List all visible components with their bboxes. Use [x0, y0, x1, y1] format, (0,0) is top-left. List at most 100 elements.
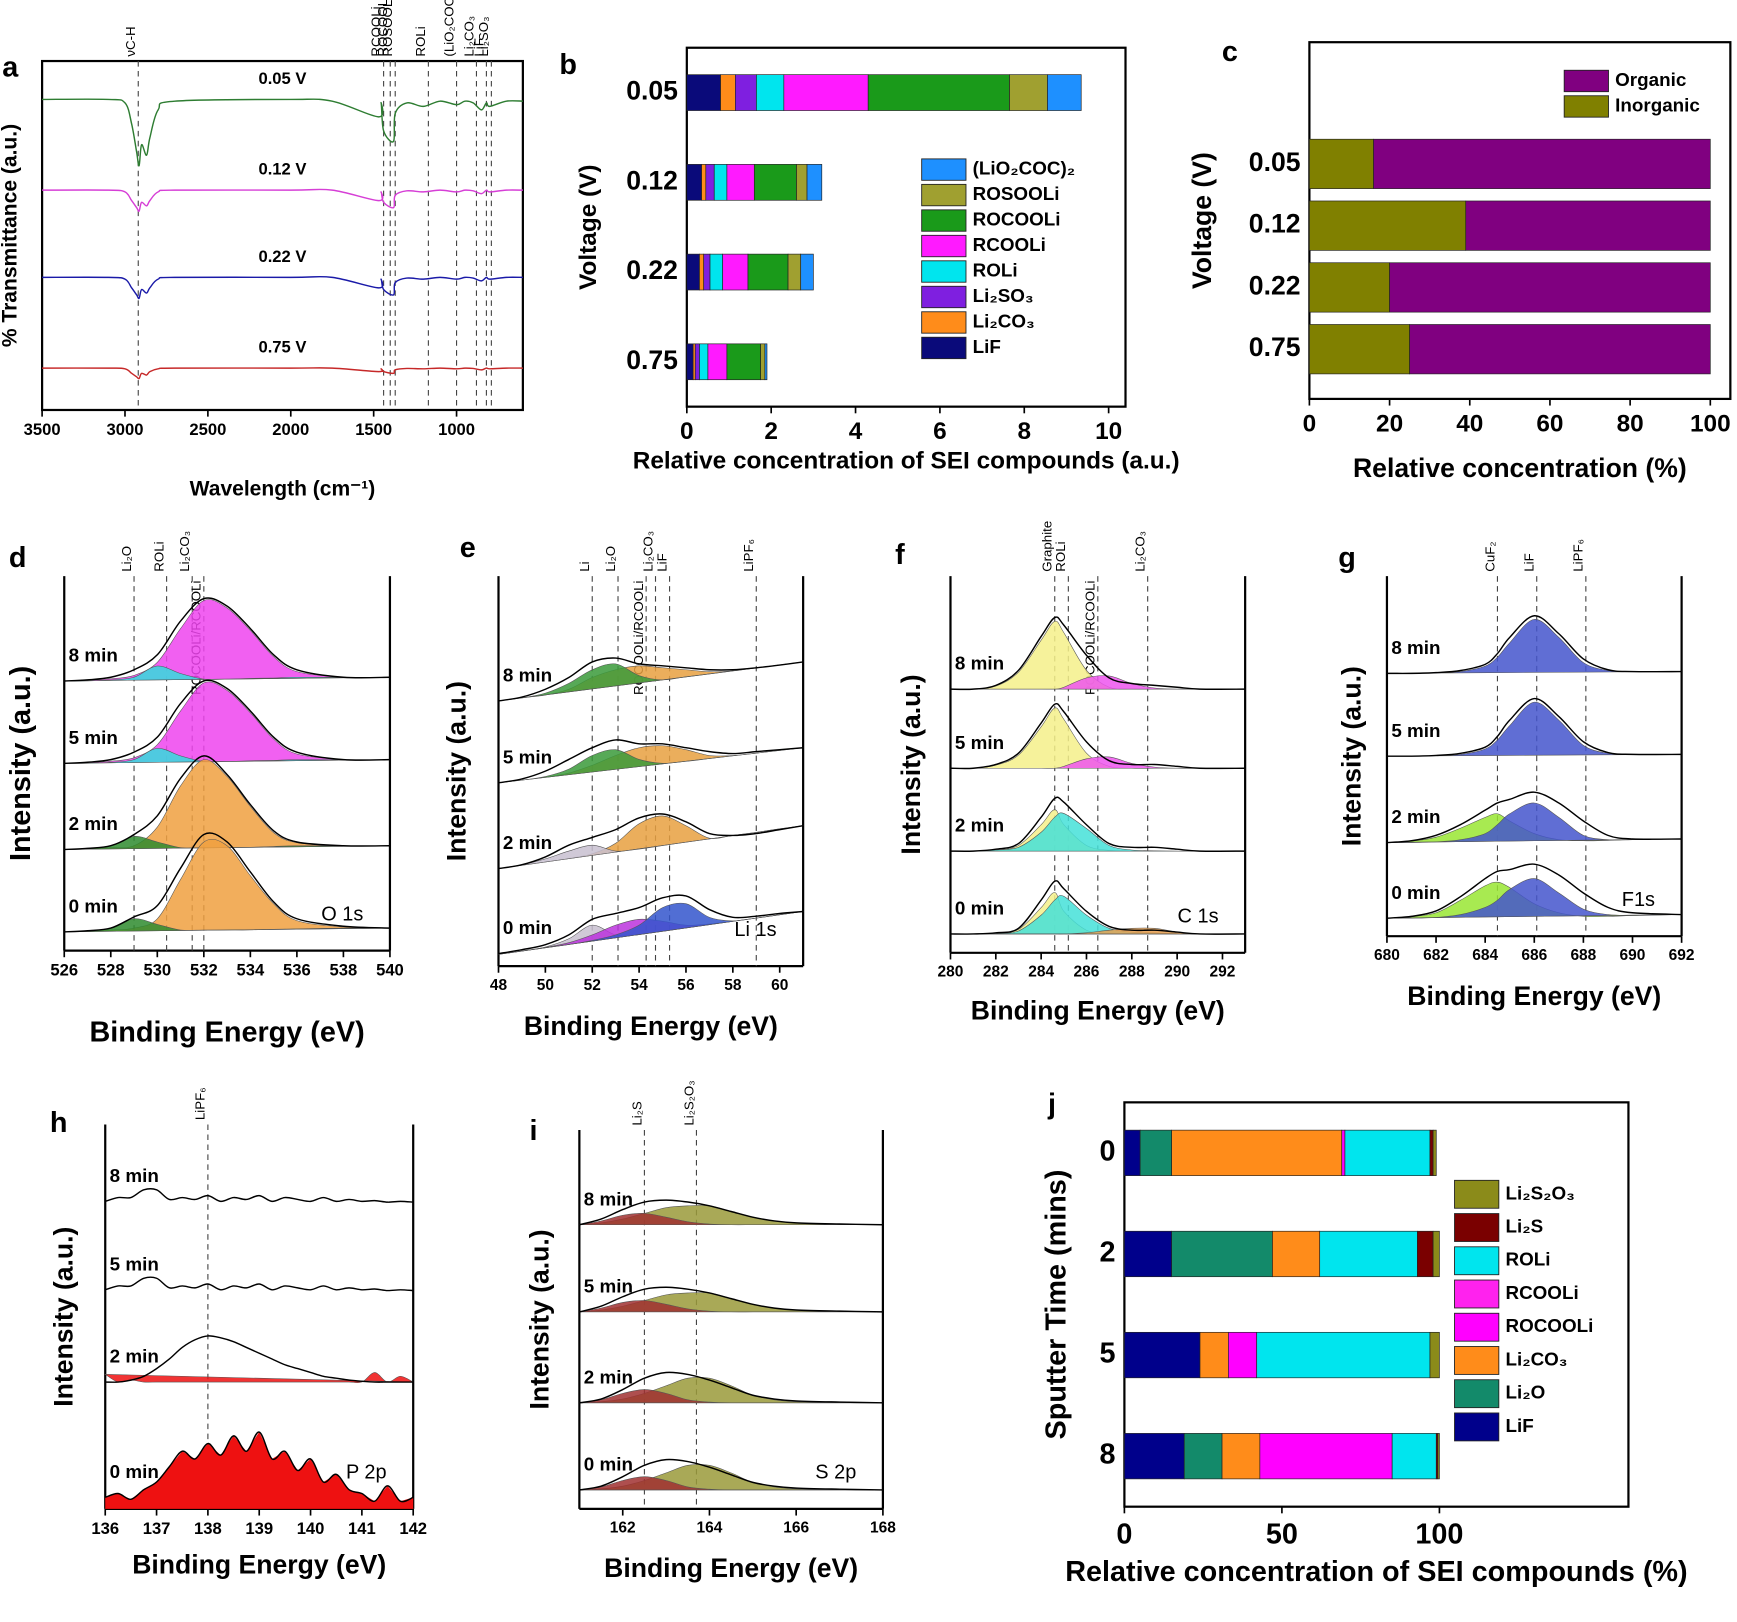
x-tick-label: 40	[1456, 410, 1483, 437]
series-label: 2 min	[110, 1346, 159, 1367]
bar-segment	[1409, 324, 1711, 375]
x-tick-label: 2500	[189, 420, 226, 439]
bar-segment	[1047, 74, 1082, 111]
x-tick-label: 162	[610, 1520, 636, 1537]
component-area	[498, 902, 804, 955]
series-label: 0.12 V	[258, 160, 306, 179]
bar-segment	[1389, 262, 1711, 313]
bar-segment	[806, 164, 823, 201]
bar-segment	[1183, 1433, 1223, 1480]
x-tick-label: 688	[1570, 947, 1596, 964]
component-area	[64, 681, 390, 764]
x-tick-label: 682	[1423, 947, 1449, 964]
legend-label: ROLi	[973, 259, 1018, 280]
bar-segment	[1124, 1230, 1172, 1278]
frame	[685, 46, 1127, 408]
panel-label: j	[1047, 1088, 1056, 1120]
legend-swatch	[921, 183, 967, 207]
series-label: 2 min	[584, 1366, 633, 1387]
x-tick-label: 528	[97, 960, 125, 979]
spectrum-line	[42, 188, 523, 212]
bar-segment	[1199, 1331, 1229, 1379]
component-area	[1386, 802, 1682, 843]
annotation: ROLi	[413, 26, 428, 56]
bar-segment	[1437, 1433, 1440, 1480]
bar-segment	[701, 164, 707, 201]
x-tick-label: 137	[143, 1519, 171, 1538]
component-area	[64, 665, 390, 682]
x-tick-label: 532	[190, 960, 218, 979]
legend-swatch	[921, 260, 967, 283]
x-tick-label: 0	[1116, 1518, 1132, 1550]
annotation: LiF	[1522, 553, 1537, 571]
annotation: Graphite	[1040, 521, 1055, 572]
series-label: 5 min	[1391, 720, 1440, 741]
legend-swatch	[1454, 1379, 1500, 1409]
category-label: 0.05	[1249, 147, 1301, 177]
legend-label: (LiO₂COC)₂	[973, 158, 1076, 179]
legend-swatch	[1454, 1246, 1500, 1276]
series-label: 0 min	[955, 898, 1004, 919]
x-tick-label: 1000	[438, 420, 475, 439]
bar-segment	[1309, 324, 1410, 375]
bar-segment	[1432, 1230, 1440, 1278]
bar-segment	[734, 74, 757, 111]
spectrum-line	[42, 367, 523, 380]
bar-segment	[1319, 1230, 1418, 1278]
x-tick-label: 1500	[355, 420, 392, 439]
x-tick-label: 52	[584, 977, 601, 994]
y-axis-label: % Transmittance (a.u.)	[0, 124, 22, 347]
component-area	[104, 1372, 414, 1384]
bar-segment	[1139, 1129, 1172, 1176]
x-tick-label: 684	[1472, 947, 1498, 964]
x-tick-label: 100	[1690, 410, 1731, 437]
series-label: 5 min	[955, 732, 1004, 753]
series-label: 8 min	[69, 645, 118, 666]
x-tick-label: 56	[677, 977, 695, 994]
legend-swatch	[1454, 1279, 1500, 1309]
y-axis-label: Intensity (a.u.)	[1337, 666, 1367, 846]
annotation: (LiO₂COC)₂	[441, 0, 456, 57]
series-label: 5 min	[503, 746, 552, 767]
spectrum-line	[498, 894, 804, 955]
x-axis-label: Binding Energy (eV)	[604, 1553, 858, 1583]
region-label: O 1s	[321, 903, 363, 925]
bar-segment	[1221, 1433, 1261, 1480]
legend-label: Li₂CO₃	[973, 310, 1035, 331]
bar-segment	[1272, 1230, 1321, 1278]
annotation: ROCOOLi	[375, 0, 390, 57]
x-axis-label: Binding Energy (eV)	[90, 1016, 365, 1048]
bar-segment	[1391, 1433, 1437, 1480]
bar-segment	[1309, 200, 1467, 251]
series-label: 0 min	[503, 917, 552, 938]
bar-segment	[686, 343, 694, 381]
bar-segment	[1256, 1331, 1431, 1379]
bar-segment	[686, 74, 721, 111]
bar-segment	[1344, 1129, 1431, 1176]
spectrum-line	[950, 880, 1246, 935]
bar-segment	[726, 164, 755, 201]
x-axis-label: Relative concentration of SEI compounds …	[1065, 1556, 1687, 1588]
spectrum-line	[579, 1458, 883, 1491]
category-label: 0.22	[626, 255, 678, 285]
series-label: 0.22 V	[258, 247, 306, 266]
legend-label: Li₂S	[1505, 1215, 1543, 1236]
bar-segment	[1124, 1433, 1185, 1480]
category-label: 0.22	[1249, 270, 1301, 300]
series-label: 8 min	[503, 665, 552, 686]
x-tick-label: 540	[376, 960, 404, 979]
bar-segment	[699, 343, 709, 381]
x-tick-label: 139	[245, 1519, 273, 1538]
bar-segment	[1341, 1129, 1346, 1176]
bar-segment	[707, 343, 728, 381]
annotation: ROSOOLi	[380, 0, 395, 57]
x-tick-label: 50	[1266, 1518, 1298, 1550]
spectrum-line	[498, 657, 804, 702]
component-area	[1386, 881, 1682, 919]
x-tick-label: 168	[870, 1520, 896, 1537]
bar-segment	[686, 164, 702, 201]
x-tick-label: 54	[630, 977, 648, 994]
legend-label: Organic	[1615, 69, 1686, 90]
